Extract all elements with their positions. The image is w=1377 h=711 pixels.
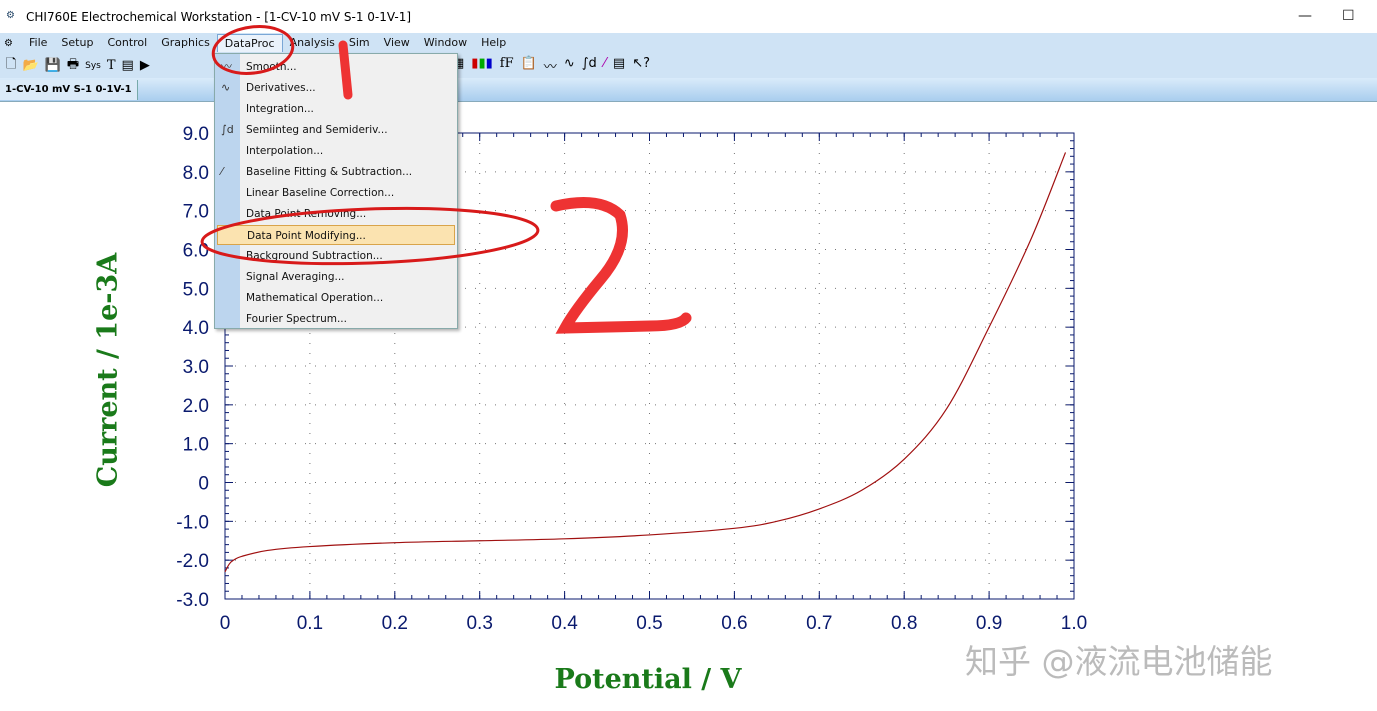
x-tick-label: 0.1 [297, 613, 323, 634]
menu-item-signal-averaging[interactable]: Signal Averaging... [217, 267, 455, 287]
y-tick-label: 2.0 [183, 396, 209, 417]
menu-item-label: Fourier Spectrum... [246, 313, 347, 325]
window-title: CHI760E Electrochemical Workstation - [1… [26, 9, 412, 24]
menu-item-label: Linear Baseline Correction... [246, 187, 395, 199]
y-tick-label: 6.0 [183, 241, 209, 262]
x-tick-label: 0.5 [636, 613, 662, 634]
new-file-icon[interactable]: 🗋 [6, 56, 17, 72]
menu-item-linear-baseline-correction[interactable]: Linear Baseline Correction... [217, 183, 455, 203]
y-tick-label: 1.0 [183, 435, 209, 456]
baseline-icon[interactable]: ⁄ [603, 56, 606, 71]
run-icon[interactable]: ▶ [139, 58, 150, 73]
watermark: 知乎 @液流电池储能 [965, 642, 1273, 681]
y-tick-label: 0 [198, 474, 209, 495]
derivative-icon[interactable]: ∿ [563, 56, 575, 71]
menu-item-label: Baseline Fitting & Subtraction... [246, 166, 413, 178]
menu-control[interactable]: Control [107, 36, 148, 49]
menu-item-label: Data Point Removing... [246, 208, 367, 220]
semiinteg-icon[interactable]: ∫d [581, 56, 597, 71]
table-icon[interactable]: ▤ [612, 56, 626, 71]
x-tick-label: 0.4 [551, 613, 578, 634]
menu-graphics[interactable]: Graphics [161, 36, 210, 49]
document-tab-bar: 1-CV-10 mV S-1 0-1V-1 [0, 78, 1377, 102]
x-tick-label: 0.6 [721, 613, 747, 634]
app-logo-icon: ⚙ [4, 37, 13, 49]
menu-item-fourier-spectrum[interactable]: Fourier Spectrum... [217, 309, 455, 329]
menu-view[interactable]: View [383, 36, 410, 49]
y-tick-label: -1.0 [176, 512, 209, 533]
menu-analysis[interactable]: Analysis [289, 36, 335, 49]
info-icon[interactable]: ▤ [121, 58, 134, 73]
print-icon[interactable]: 🖶 [66, 56, 80, 72]
menu-item-label: Derivatives... [246, 82, 316, 94]
menu-file[interactable]: File [29, 36, 48, 49]
clipboard-icon[interactable]: 📋 [520, 56, 537, 71]
x-axis-label: Potential / V [554, 664, 742, 695]
toolbar: 🗋 📂 💾 🖶 Sys T ▤ ▶ ▦ ▮▮▮ fF 📋 〰 ∿ ∫d ⁄ ▤ … [0, 53, 1377, 78]
sys-icon[interactable]: Sys [85, 60, 101, 71]
help-icon[interactable]: ↖? [632, 56, 651, 71]
menu-item-baseline-fitting-subtraction[interactable]: ⁄ Baseline Fitting & Subtraction... [217, 162, 455, 182]
semiinteg-icon: ∫d [221, 123, 234, 136]
dataproc-dropdown-menu: 〰 Smooth... ∿ Derivatives... Integration... ∫… [214, 53, 458, 329]
y-tick-label: 5.0 [183, 279, 209, 300]
y-tick-label: 9.0 [183, 124, 209, 145]
save-icon[interactable]: 💾 [44, 58, 61, 73]
cv-curve [224, 152, 1067, 573]
font-icon[interactable]: fF [499, 56, 514, 71]
smooth-icon[interactable]: 〰 [543, 60, 557, 75]
menu-sim[interactable]: Sim [348, 36, 370, 49]
menu-item-label: Smooth... [246, 61, 297, 73]
app-logo-icon: ⚙ [6, 9, 15, 21]
y-tick-label: 4.0 [183, 318, 209, 339]
y-tick-label: 7.0 [183, 202, 209, 223]
menu-item-label: Mathematical Operation... [246, 292, 384, 304]
menu-item-derivatives[interactable]: ∿ Derivatives... [217, 78, 455, 98]
y-tick-label: -2.0 [176, 551, 209, 572]
y-tick-label: 8.0 [183, 163, 209, 184]
x-tick-label: 0.2 [382, 613, 408, 634]
color-icon[interactable]: ▮▮▮ [471, 56, 493, 71]
smooth-icon: 〰 [221, 60, 232, 73]
menu-bar: ⚙ File Setup Control Graphics DataProc A… [0, 33, 1377, 53]
menu-item-label: Data Point Modifying... [247, 230, 366, 242]
menu-item-integration[interactable]: Integration... [217, 99, 455, 119]
x-tick-label: 0.3 [466, 613, 492, 634]
menu-item-label: Interpolation... [246, 145, 324, 157]
menu-icon-strip [215, 54, 240, 328]
x-tick-label: 0.9 [976, 613, 1002, 634]
menu-dataproc[interactable]: DataProc [216, 34, 283, 52]
y-tick-label: -3.0 [176, 590, 209, 611]
x-tick-label: 0.7 [806, 613, 832, 634]
cv-chart: 0 0.1 0.2 0.3 0.4 0.5 0.6 0.7 0.8 0.9 1.0 9.0 8.0 7.0… [176, 124, 1087, 634]
y-axis-label: Current / 1e-3A [92, 252, 124, 488]
title-bar: ⚙ CHI760E Electrochemical Workstation - … [0, 0, 1377, 33]
menu-window[interactable]: Window [423, 36, 468, 49]
menu-item-label: Semiinteg and Semideriv... [246, 124, 388, 136]
menu-item-background-subtraction[interactable]: Background Subtraction... [217, 246, 455, 266]
menu-item-label: Integration... [246, 103, 314, 115]
x-tick-label: 1.0 [1061, 613, 1087, 634]
menu-item-data-point-removing[interactable]: Data Point Removing... [217, 204, 455, 224]
derivative-icon: ∿ [221, 81, 231, 94]
menu-help[interactable]: Help [481, 36, 507, 49]
menu-item-mathematical-operation[interactable]: Mathematical Operation... [217, 288, 455, 308]
menu-item-label: Signal Averaging... [246, 271, 345, 283]
menu-setup[interactable]: Setup [61, 36, 94, 49]
minimize-button[interactable]: — [1298, 8, 1312, 24]
document-tab[interactable]: 1-CV-10 mV S-1 0-1V-1 [0, 80, 138, 100]
menu-item-semiinteg-and-semideriv[interactable]: ∫d Semiinteg and Semideriv... [217, 120, 455, 140]
y-tick-label: 3.0 [183, 357, 209, 378]
baseline-icon: ⁄ [221, 165, 223, 178]
x-tick-label: 0 [220, 613, 231, 634]
menu-item-label: Background Subtraction... [246, 250, 383, 262]
text-icon[interactable]: T [106, 58, 116, 73]
x-tick-label: 0.8 [891, 613, 917, 634]
menu-item-smooth[interactable]: 〰 Smooth... [217, 57, 455, 77]
maximize-button[interactable]: ☐ [1342, 8, 1355, 24]
menu-item-data-point-modifying[interactable]: Data Point Modifying... [217, 225, 455, 245]
menu-item-interpolation[interactable]: Interpolation... [217, 141, 455, 161]
open-icon[interactable]: 📂 [22, 58, 39, 73]
